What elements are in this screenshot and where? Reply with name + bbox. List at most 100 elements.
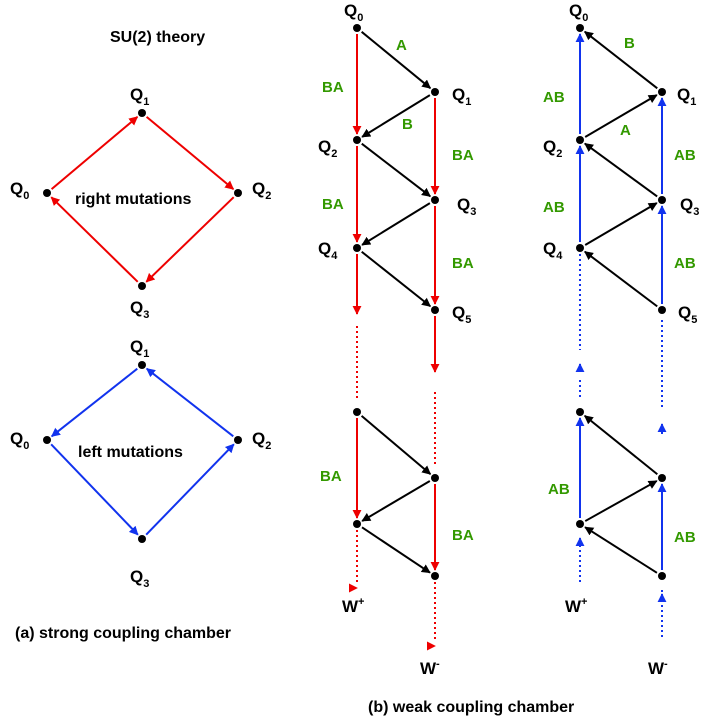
right-arrow-q3-q0 <box>50 196 139 283</box>
left-node-q3 <box>138 535 146 543</box>
right-label-q3: Q3 <box>130 298 149 321</box>
black-blue-arrow-q2-q1 <box>584 94 658 138</box>
blue-label-w-minus: W- <box>648 658 668 678</box>
red-node-q4 <box>353 244 361 252</box>
edge-label-ba-4: BA <box>452 255 474 272</box>
black-arrow-lower-2 <box>361 480 431 522</box>
left-arrow-q0-q3 <box>50 443 139 536</box>
blue-label-q0: Q0 <box>569 1 588 24</box>
red-label-q3: Q3 <box>457 195 476 218</box>
black-blue-arrow-q3-q2 <box>584 142 658 198</box>
red-node-lower-4 <box>431 572 439 580</box>
edge-label-ba-1: BA <box>322 79 344 96</box>
edges-layer <box>50 30 667 640</box>
red-label-q4: Q4 <box>318 239 338 262</box>
edge-label-ab-6: AB <box>674 529 696 546</box>
blue-node-q0 <box>576 24 584 32</box>
blue-node-q5 <box>658 306 666 314</box>
edge-label-ab-5: AB <box>548 481 570 498</box>
left-arrow-q3-q2 <box>145 443 235 536</box>
right-label-q0: Q0 <box>10 179 29 202</box>
red-label-q1: Q1 <box>452 85 471 108</box>
edge-label-ba-5: BA <box>320 468 342 485</box>
blue-node-q2 <box>576 136 584 144</box>
edge-label-a-red: A <box>396 37 407 54</box>
red-node-q2 <box>353 136 361 144</box>
blue-label-w-plus: W+ <box>565 596 587 616</box>
left-node-q1 <box>138 361 146 369</box>
left-node-q0 <box>43 436 51 444</box>
right-node-q0 <box>43 189 51 197</box>
blue-label-q1: Q1 <box>677 85 696 108</box>
caption-strong-coupling: (a) strong coupling chamber <box>15 625 231 642</box>
black-blue-arrow-lower-3 <box>584 526 658 574</box>
red-node-lower-3 <box>353 520 361 528</box>
edge-label-ba-6: BA <box>452 527 474 544</box>
black-blue-arrow-q1-q0 <box>584 30 658 90</box>
left-arrow-q2-q1 <box>146 367 234 438</box>
edge-label-ab-1: AB <box>543 89 565 106</box>
red-node-lower-1 <box>353 408 361 416</box>
left-label-q3: Q3 <box>130 567 149 590</box>
blue-label-q3: Q3 <box>680 195 699 218</box>
red-node-q0 <box>353 24 361 32</box>
left-label-q0: Q0 <box>10 429 29 452</box>
edge-label-a-blue: A <box>620 122 631 139</box>
black-arrow-q0-q1 <box>361 31 432 89</box>
black-blue-arrow-q4-q3 <box>584 202 658 246</box>
black-blue-arrow-q5-q4 <box>584 250 658 308</box>
edge-label-ab-4: AB <box>674 255 696 272</box>
right-arrow-q1-q2 <box>145 116 235 190</box>
red-label-q2: Q2 <box>318 137 337 160</box>
edge-label-ab-3: AB <box>674 147 696 164</box>
black-arrow-q2-q3 <box>361 142 431 198</box>
left-label-q1: Q1 <box>130 337 149 360</box>
blue-node-lower-3 <box>576 520 584 528</box>
edge-label-ba-2: BA <box>322 196 344 213</box>
blue-node-q3 <box>658 196 666 204</box>
black-arrow-q4-q5 <box>361 250 432 308</box>
su2-title: SU(2) theory <box>110 29 205 46</box>
caption-weak-coupling: (b) weak coupling chamber <box>368 699 574 716</box>
nodes-layer <box>43 24 666 580</box>
left-node-q2 <box>234 436 242 444</box>
left-label-q2: Q2 <box>252 429 271 452</box>
edge-label-ba-3: BA <box>452 147 474 164</box>
blue-node-lower-4 <box>658 572 666 580</box>
blue-node-q4 <box>576 244 584 252</box>
red-label-q5: Q5 <box>452 303 471 326</box>
right-arrow-q0-q1 <box>50 116 139 190</box>
red-node-q3 <box>431 196 439 204</box>
red-label-w-plus: W+ <box>342 596 364 616</box>
black-arrow-lower-3 <box>361 526 431 574</box>
left-mutations-label: left mutations <box>78 444 183 461</box>
right-arrow-q2-q3 <box>145 196 235 283</box>
red-node-q5 <box>431 306 439 314</box>
blue-node-q1 <box>658 88 666 96</box>
blue-label-q5: Q5 <box>678 303 697 326</box>
right-node-q2 <box>234 189 242 197</box>
edge-label-ab-2: AB <box>543 199 565 216</box>
red-node-lower-2 <box>431 474 439 482</box>
right-label-q2: Q2 <box>252 179 271 202</box>
red-node-q1 <box>431 88 439 96</box>
right-mutations-label: right mutations <box>75 191 192 208</box>
blue-label-q4: Q4 <box>543 239 563 262</box>
red-label-w-minus: W- <box>420 658 440 678</box>
black-arrow-q3-q4 <box>361 202 431 246</box>
right-node-q3 <box>138 282 146 290</box>
blue-node-lower-1 <box>576 408 584 416</box>
right-label-q1: Q1 <box>130 85 149 108</box>
right-node-q1 <box>138 109 146 117</box>
black-blue-arrow-lower-2 <box>584 480 658 522</box>
left-arrow-q1-q0 <box>51 367 138 438</box>
black-arrow-q1-q2 <box>361 94 431 138</box>
edge-label-b-blue: B <box>624 35 635 52</box>
black-arrow-lower-1 <box>360 415 432 475</box>
black-blue-arrow-lower-1 <box>583 414 658 476</box>
blue-label-q2: Q2 <box>543 137 562 160</box>
blue-node-lower-2 <box>658 474 666 482</box>
red-label-q0: Q0 <box>344 1 363 24</box>
